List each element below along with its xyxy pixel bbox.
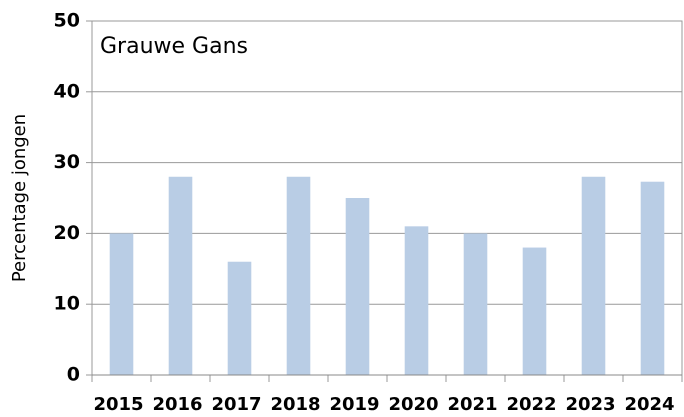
x-tick-label: 2018: [270, 394, 320, 415]
y-tick-label: 10: [54, 293, 80, 315]
chart-title: Grauwe Gans: [100, 34, 248, 59]
bar: [522, 247, 547, 375]
bar: [109, 233, 134, 375]
y-axis-label: Percentage jongen: [9, 114, 30, 282]
y-tick-label: 50: [54, 10, 80, 32]
x-tick-label: 2020: [388, 394, 438, 415]
x-tick-label: 2016: [152, 394, 202, 415]
bar: [227, 261, 252, 375]
y-tick-label: 20: [54, 222, 80, 244]
y-tick-label: 30: [54, 151, 80, 173]
x-tick-label: 2015: [93, 394, 143, 415]
bar: [286, 176, 311, 375]
bar: [168, 176, 193, 375]
bar: [463, 233, 488, 375]
bar: [404, 226, 429, 375]
x-tick-label: 2021: [447, 394, 497, 415]
bar: [581, 176, 606, 375]
bar: [640, 181, 665, 375]
x-tick-label: 2017: [211, 394, 261, 415]
y-tick-label: 40: [54, 80, 80, 102]
x-tick-label: 2024: [624, 394, 674, 415]
x-tick-label: 2022: [506, 394, 556, 415]
x-tick-label: 2023: [565, 394, 615, 415]
y-tick-label: 0: [67, 364, 80, 386]
bar: [345, 198, 370, 375]
x-tick-label: 2019: [329, 394, 379, 415]
